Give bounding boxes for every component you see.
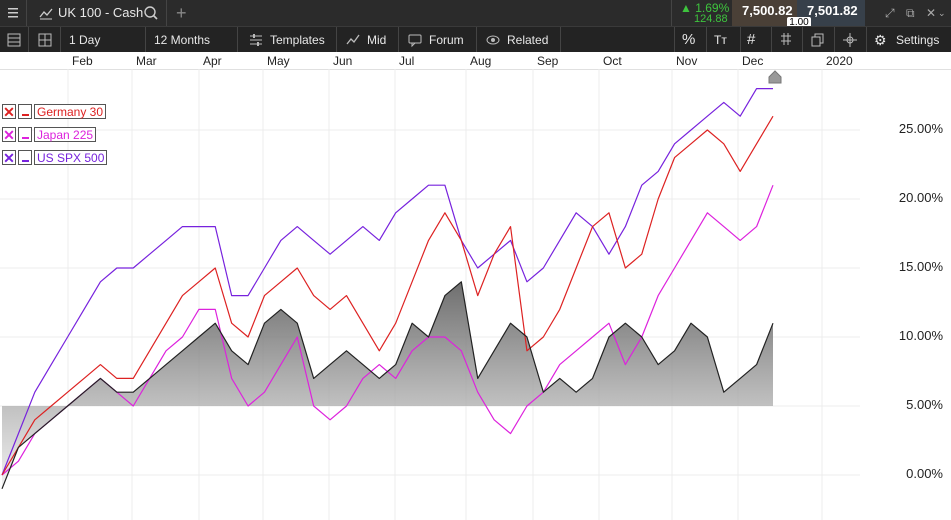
sell-price-button[interactable]: 7,500.82: [732, 0, 797, 26]
series-line-uk-100-cash[interactable]: [1, 281, 774, 490]
plus-icon[interactable]: +: [176, 3, 187, 23]
comparison-chart[interactable]: [0, 52, 951, 520]
x-tick-label: Sep: [537, 54, 559, 68]
series-color-swatch[interactable]: [18, 150, 32, 165]
percent-icon[interactable]: %: [682, 31, 696, 48]
price-type-button[interactable]: Mid: [367, 33, 387, 47]
hamburger-icon[interactable]: [4, 0, 22, 26]
change-box: ▲ 1.69% 124.88: [671, 0, 733, 26]
crosshair-grid-icon[interactable]: [778, 27, 794, 53]
up-arrow-icon: ▲: [680, 1, 692, 15]
y-tick-label: 15.00%: [898, 259, 943, 274]
legend-label[interactable]: US SPX 500: [34, 150, 108, 165]
instrument-name[interactable]: UK 100 - Cash: [58, 5, 144, 20]
x-tick-label: Feb: [72, 54, 93, 68]
x-tick-label: Jul: [399, 54, 415, 68]
templates-icon: [248, 27, 264, 53]
eye-icon: [485, 27, 501, 53]
grid-icon[interactable]: #: [747, 31, 756, 48]
settings-button[interactable]: Settings: [896, 33, 940, 47]
x-tick-label: May: [267, 54, 290, 68]
remove-series-icon[interactable]: ✕: [2, 104, 16, 120]
change-pct-row: ▲ 1.69%: [680, 1, 729, 15]
remove-series-icon[interactable]: ✕: [2, 150, 16, 166]
forum-button[interactable]: Forum: [429, 33, 464, 47]
chevron-down-icon[interactable]: ⌄: [938, 8, 946, 18]
spread-badge: 1.00: [787, 17, 811, 28]
legend-item-us: ✕ US SPX 500: [2, 149, 108, 166]
forum-icon: [407, 27, 423, 53]
uk100-area-fill: [2, 281, 773, 489]
series-color-swatch[interactable]: [18, 104, 32, 119]
interval-select[interactable]: 1 Day: [69, 33, 101, 47]
copy-icon[interactable]: [810, 27, 826, 53]
range-select[interactable]: 12 Months: [154, 33, 211, 47]
bid-price: 7,500.82: [742, 3, 793, 18]
change-abs: 124.88: [694, 13, 728, 25]
text-size-icon[interactable]: Tт: [714, 33, 727, 47]
y-tick-label: 5.00%: [906, 397, 943, 412]
x-tick-label: Mar: [136, 54, 157, 68]
y-tick-label: 25.00%: [898, 121, 943, 136]
legend-label[interactable]: Germany 30: [34, 104, 107, 119]
remove-series-icon[interactable]: ✕: [2, 127, 16, 143]
chart-toolbar: 1 Day 12 Months Templates Mid Forum Rela…: [0, 26, 951, 53]
legend-item-germany: ✕ Germany 30: [2, 103, 107, 120]
price-type-icon: [345, 27, 361, 53]
popout-icon[interactable]: ⧉: [906, 6, 915, 20]
x-tick-label: 2020: [826, 54, 853, 68]
x-tick-label: Jun: [333, 54, 353, 68]
series-line-us-spx-500[interactable]: [1, 87, 773, 476]
time-axis: Feb Mar Apr May Jun Jul Aug Sep Oct Nov …: [0, 52, 951, 70]
line-chart-icon: [38, 0, 54, 26]
x-tick-label: Nov: [676, 54, 698, 68]
ask-price: 7,501.82: [807, 3, 858, 18]
x-tick-label: Aug: [470, 54, 492, 68]
panel-toggle-icon[interactable]: [6, 27, 22, 53]
x-tick-label: Apr: [203, 54, 222, 68]
layout-icon[interactable]: [37, 27, 53, 53]
close-icon[interactable]: ✕: [926, 6, 937, 20]
y-tick-label: 10.00%: [898, 328, 943, 343]
series-line-germany-30[interactable]: [1, 115, 774, 476]
related-button[interactable]: Related: [507, 33, 549, 47]
legend-label[interactable]: Japan 225: [34, 127, 97, 142]
x-tick-label: Oct: [603, 54, 622, 68]
change-pct: 1.69%: [695, 1, 730, 15]
series-line-japan-225[interactable]: [1, 184, 774, 476]
crosshair-icon[interactable]: [842, 27, 858, 53]
y-tick-label: 0.00%: [906, 466, 943, 481]
y-tick-label: 20.00%: [898, 190, 943, 205]
search-icon[interactable]: [143, 0, 159, 26]
templates-button[interactable]: Templates: [270, 33, 325, 47]
x-tick-label: Dec: [742, 54, 764, 68]
expand-icon[interactable]: ⤢: [885, 6, 895, 20]
series-color-swatch[interactable]: [18, 127, 32, 142]
gear-icon[interactable]: ⚙: [874, 32, 887, 48]
legend-item-japan: ✕ Japan 225: [2, 126, 97, 143]
scroll-marker-icon[interactable]: [768, 70, 782, 84]
title-bar: UK 100 - Cash + ▲ 1.69% 124.88 7,500.82 …: [0, 0, 951, 28]
